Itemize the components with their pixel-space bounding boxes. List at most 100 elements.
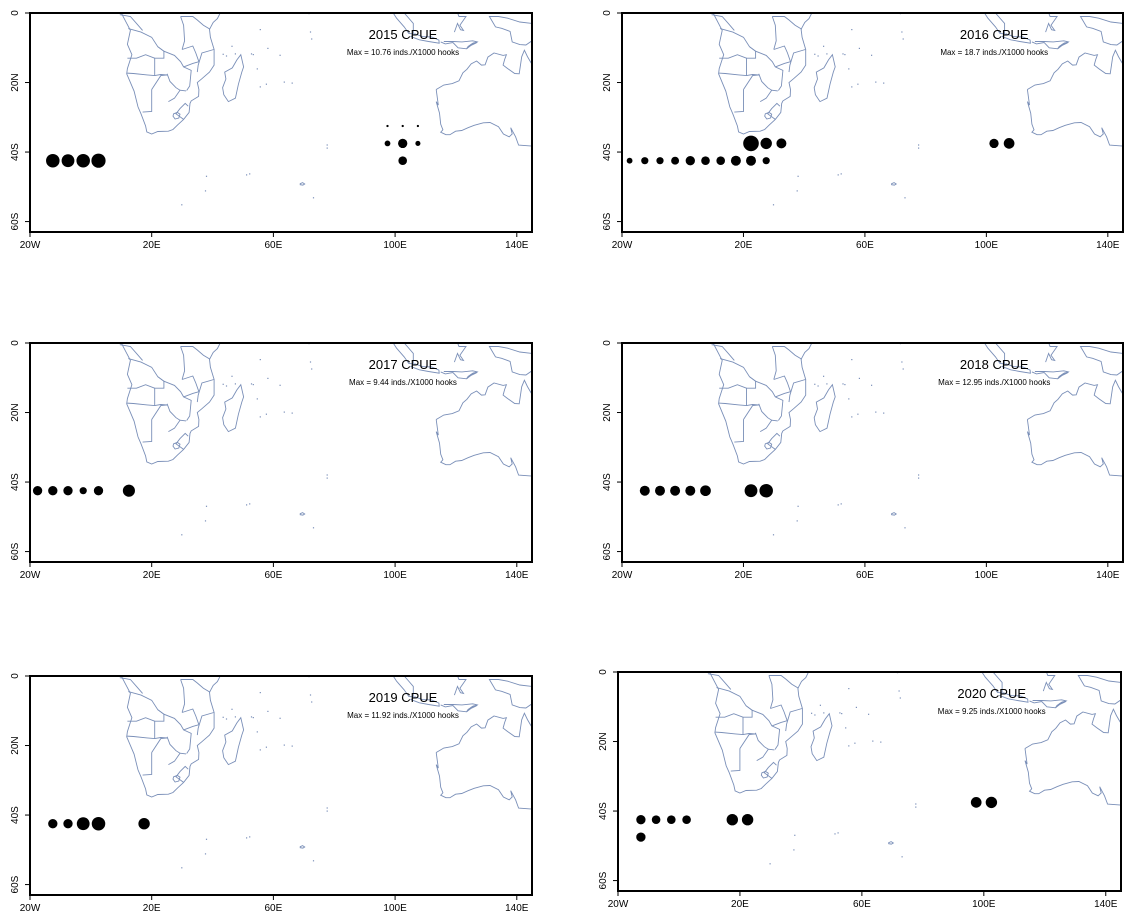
cpue-bubble [744,484,758,498]
islet [222,383,224,385]
coastline [763,761,777,779]
map-panel: 20W 20E 60E 100E 140E 0 20N 40S 60S 2019 CPUE Max … [10,673,533,914]
islet [797,505,799,507]
islet [796,190,798,192]
coastline [435,49,532,90]
coastline [168,419,181,432]
coastline [785,708,803,732]
islet [872,740,874,742]
islet [834,833,836,835]
cpue-bubble [970,797,982,808]
islet [905,329,906,330]
islet [252,717,254,719]
coastline [409,363,440,374]
coastline [453,13,467,33]
islet [181,867,183,869]
islet [851,416,853,418]
islet [252,384,254,386]
coastline [120,13,221,135]
islet [222,53,224,55]
islet [772,204,775,206]
islet [314,329,315,330]
coastline [181,708,200,731]
coastline [813,53,836,103]
coastline [154,376,165,406]
max-cpue-label: Max = 18.7 inds./X1000 hooks [940,48,1048,57]
coastline [142,419,153,443]
y-tick-label: 40S [10,143,21,161]
coastline [716,687,781,750]
islet [840,173,842,175]
x-tick-label: 20E [143,903,161,914]
islet [225,718,228,720]
islet [848,68,850,70]
x-tick-label: 20E [735,570,753,581]
x-tick-label: 140E [505,903,529,914]
islet [875,411,877,413]
islet [256,731,258,733]
coastline-layer [119,676,532,869]
cpue-bubble [384,140,391,147]
coastline [773,375,792,398]
coastline [154,709,165,739]
coastline [739,733,775,751]
x-tick-label: 60E [264,240,282,251]
coastline [759,419,773,432]
coastline [760,770,769,779]
islet [326,474,328,476]
coastline [759,89,773,102]
coastline [1057,372,1069,380]
islet [817,385,819,387]
x-tick-label: 20W [20,570,41,581]
cpue-bubble [636,832,646,842]
coastline [154,46,165,76]
coastline [707,673,732,690]
islet [826,383,828,385]
islet [252,54,254,56]
coastline [299,182,306,186]
cpue-bubble [985,796,998,809]
panel-title: 2020 CPUE [957,686,1026,701]
islet [222,716,224,718]
x-tick-label: 60E [856,240,874,251]
coastline [1079,16,1123,46]
islet [234,716,236,718]
panel-title: 2016 CPUE [960,27,1029,42]
coastline [435,379,532,420]
cpue-bubble [685,485,696,496]
coastline [409,33,440,44]
islet [875,81,877,83]
islet [231,375,233,377]
coastline [1055,701,1067,709]
x-tick-label: 140E [1096,240,1120,251]
islet [837,174,839,176]
cpue-bubble [682,815,691,824]
x-tick-label: 20W [612,240,633,251]
x-tick-label: 60E [853,899,871,910]
coastline [771,16,777,50]
islet [283,411,285,413]
coastline [435,712,532,753]
coastline [743,74,778,92]
islet [259,749,261,751]
coastline [180,346,211,360]
coastline [120,343,221,465]
coastline [756,748,769,761]
panel-title: 2018 CPUE [960,357,1029,372]
cpue-points [46,124,421,168]
max-cpue-label: Max = 12.95 inds./X1000 hooks [938,378,1050,387]
map-frame [617,671,1122,892]
cpue-bubble [1003,138,1015,149]
islet [880,741,882,743]
cpue-bubble [639,485,650,496]
x-tick-label: 20W [20,903,41,914]
coastline [1077,675,1121,705]
islet [819,704,821,706]
max-cpue-label: Max = 10.76 inds./X1000 hooks [347,48,459,57]
max-cpue-label: Max = 9.44 inds./X1000 hooks [349,378,457,387]
cpue-bubble [48,819,58,829]
cpue-bubble [398,138,408,149]
y-tick-label: 0 [10,10,21,16]
cpue-bubble [655,485,665,496]
